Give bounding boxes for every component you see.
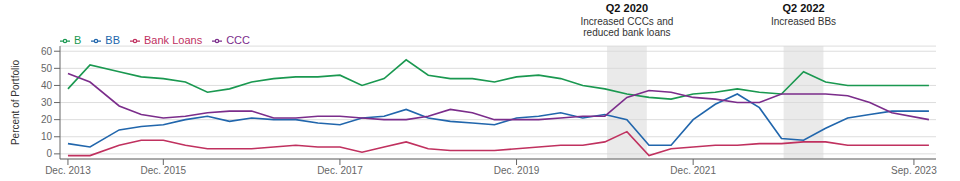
html-text:Bank Loans: Bank Loans: [144, 34, 203, 46]
svg-text:Q2 2020: Q2 2020: [606, 2, 648, 14]
svg-text:Dec. 2019: Dec. 2019: [494, 165, 540, 176]
html-text:CCC: CCC: [226, 34, 250, 46]
svg-text:Dec. 2015: Dec. 2015: [141, 165, 187, 176]
svg-text:Percent of Portfolio: Percent of Portfolio: [10, 60, 21, 145]
svg-text:Increased CCCs andreduced bank: Increased CCCs andreduced bank loans: [581, 16, 674, 38]
svg-text:Dec. 2017: Dec. 2017: [317, 165, 363, 176]
svg-text:Q2 2022: Q2 2022: [782, 2, 824, 14]
svg-text:30: 30: [41, 97, 53, 108]
html-text:B: B: [74, 34, 82, 46]
html-text:BB: BB: [105, 34, 120, 46]
svg-text:50: 50: [41, 63, 53, 74]
svg-text:Dec. 2013: Dec. 2013: [45, 165, 91, 176]
svg-text:60: 60: [41, 46, 53, 57]
svg-text:0: 0: [46, 148, 52, 159]
svg-text:40: 40: [41, 80, 53, 91]
svg-text:Increased BBs: Increased BBs: [771, 16, 836, 27]
svg-text:10: 10: [41, 131, 53, 142]
svg-text:20: 20: [41, 114, 53, 125]
svg-text:Dec. 2021: Dec. 2021: [670, 165, 716, 176]
svg-text:Sep. 2023: Sep. 2023: [891, 165, 937, 176]
